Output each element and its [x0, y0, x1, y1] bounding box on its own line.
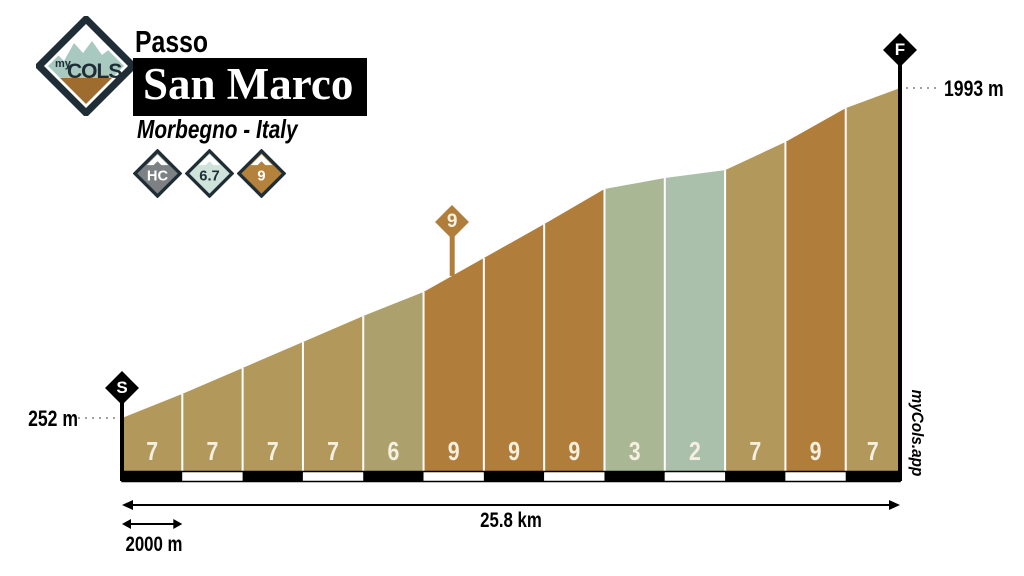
segment-gradient-label: 9 — [508, 437, 520, 467]
scale-bar-label: 2000 m — [125, 533, 183, 556]
distance-bar-block — [423, 471, 484, 482]
segment-gradient-label: 7 — [267, 437, 279, 467]
segment-area — [242, 341, 303, 474]
climb-title: San Marco — [133, 58, 368, 116]
finish-marker-label: F — [894, 40, 906, 59]
watermark-mycols-app: myCols.app — [908, 389, 927, 477]
arrowhead-left-icon — [122, 500, 133, 510]
distance-bar-block — [483, 471, 545, 482]
segment-area — [182, 367, 243, 474]
distance-bar-block — [363, 471, 424, 482]
badge-avg-gradient: 6.7 — [185, 149, 234, 198]
segment-area — [664, 170, 726, 474]
start-marker: S — [104, 370, 140, 406]
finish-marker: F — [882, 32, 918, 68]
mycols-logo: my COLS — [36, 16, 136, 116]
segment-area — [604, 178, 665, 474]
segment-area — [122, 393, 183, 474]
distance-bar-block — [242, 471, 303, 482]
svg-text:9: 9 — [257, 168, 265, 184]
svg-text:HC: HC — [147, 168, 169, 184]
arrowhead-right-icon — [889, 500, 900, 510]
arrowhead-left-icon — [122, 519, 131, 529]
segment-area — [544, 189, 605, 474]
svg-text:6.7: 6.7 — [199, 168, 219, 184]
steepest-gradient-marker: 9 — [434, 204, 470, 240]
segment-gradient-label: 7 — [146, 437, 158, 467]
finish-elevation-label: 1993 m — [944, 76, 1004, 101]
segment-area — [483, 224, 545, 474]
segment-gradient-label: 7 — [867, 437, 879, 467]
distance-bar-block — [182, 471, 243, 482]
distance-bar-block — [664, 471, 726, 482]
distance-bar-block — [604, 471, 665, 482]
segment-gradient-label: 9 — [568, 437, 580, 467]
climb-subtitle: Morbegno - Italy — [137, 114, 298, 144]
badge-peak-icon — [250, 154, 273, 166]
segment-area — [423, 258, 484, 474]
badge-row: HC 6.7 9 — [133, 149, 286, 198]
distance-bar-block — [725, 471, 786, 482]
segment-area — [845, 88, 900, 474]
logo-mountains — [48, 41, 124, 78]
segment-area — [302, 316, 364, 474]
distance-bar-block — [785, 471, 846, 482]
start-marker-label: S — [116, 378, 128, 397]
segment-gradient-label: 2 — [689, 437, 701, 467]
distance-bar-block — [302, 471, 364, 482]
badge-max-gradient: 9 — [237, 149, 286, 198]
distance-bar-block — [122, 471, 183, 482]
badge-category: HC — [133, 149, 182, 198]
arrowhead-right-icon — [173, 519, 183, 529]
climb-kicker: Passo — [135, 24, 209, 59]
badge-peak-icon — [198, 154, 221, 166]
distance-bar-block — [845, 471, 900, 482]
total-distance-label: 25.8 km — [480, 509, 542, 532]
segment-area — [725, 142, 786, 474]
logo-text-small: my — [55, 58, 72, 70]
steepest-gradient-label: 9 — [446, 210, 458, 232]
distance-bar-block — [544, 471, 605, 482]
segment-area — [785, 108, 846, 474]
segment-gradient-label: 7 — [327, 437, 339, 467]
segment-gradient-label: 7 — [207, 437, 219, 467]
segment-gradient-label: 9 — [448, 437, 460, 467]
start-elevation-label: 252 m — [28, 406, 78, 431]
segment-gradient-label: 6 — [387, 437, 399, 467]
logo-text-big: COLS — [67, 60, 122, 83]
badge-peak-icon — [146, 154, 169, 166]
segment-gradient-label: 7 — [749, 437, 761, 467]
segment-gradient-label: 9 — [810, 437, 822, 467]
segment-gradient-label: 3 — [629, 437, 641, 467]
segment-area — [363, 291, 424, 474]
